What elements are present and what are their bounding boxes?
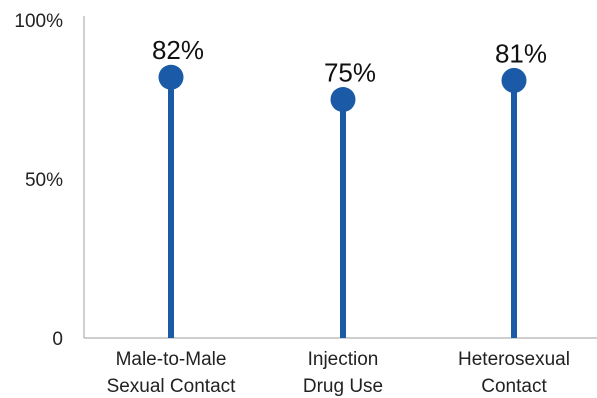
x-category-label: Male-to-Male — [116, 349, 227, 370]
lollipop-point — [501, 67, 527, 93]
x-category-label: Contact — [481, 376, 547, 397]
category-labels: Male-to-Male Sexual Contact Injection Drug … — [107, 349, 570, 397]
y-axis-ticks: 0 50% 100% — [14, 11, 63, 350]
lollipop-point — [158, 64, 184, 90]
y-tick-label: 100% — [14, 11, 63, 32]
y-tick-label: 50% — [25, 170, 63, 191]
lollipop-point — [330, 87, 356, 112]
x-category-label: Injection — [308, 349, 379, 370]
x-category-label: Drug Use — [303, 376, 383, 397]
data-label: 81% — [495, 38, 547, 68]
x-category-label: Heterosexual — [458, 349, 570, 370]
lollipop-marks: 82% 75% 81% — [152, 35, 547, 338]
x-category-label: Sexual Contact — [107, 376, 237, 397]
data-label: 82% — [152, 35, 204, 65]
data-label: 75% — [324, 58, 376, 88]
y-tick-label: 0 — [52, 329, 63, 350]
